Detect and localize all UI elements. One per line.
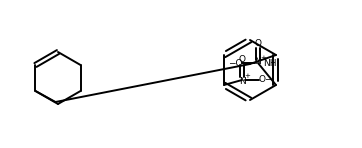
Text: N: N: [254, 58, 261, 66]
Text: +: +: [244, 73, 250, 79]
Text: O−: O−: [259, 75, 273, 85]
Text: N: N: [239, 77, 245, 86]
Text: NH: NH: [263, 59, 277, 69]
Text: −O: −O: [228, 58, 242, 67]
Text: O: O: [254, 38, 261, 48]
Text: O: O: [239, 56, 245, 65]
Text: +: +: [260, 55, 266, 61]
